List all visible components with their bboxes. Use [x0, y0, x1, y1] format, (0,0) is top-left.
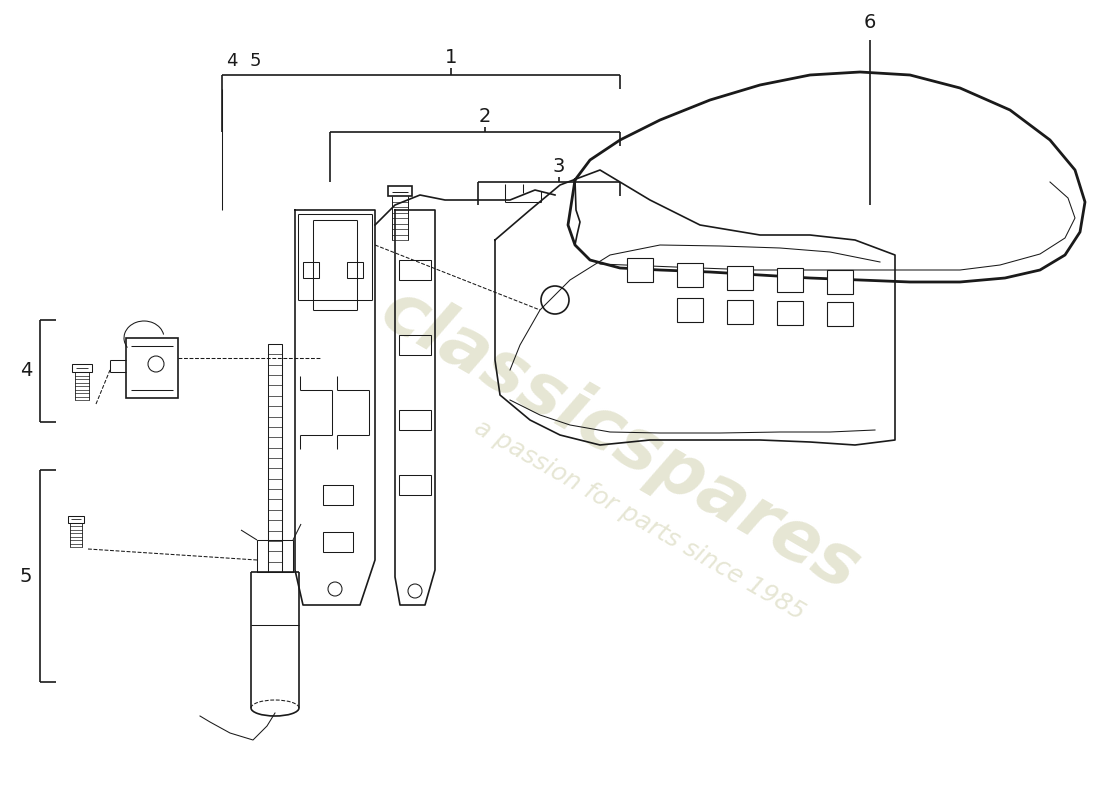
Text: classicspares: classicspares	[368, 275, 871, 605]
Text: 4: 4	[20, 362, 32, 381]
Bar	[399, 335, 431, 355]
Bar	[73, 363, 91, 372]
Bar	[388, 186, 412, 196]
Bar	[777, 301, 803, 325]
Bar	[827, 302, 853, 326]
Text: 3: 3	[553, 157, 565, 176]
Text: 6: 6	[864, 13, 877, 32]
Bar	[727, 266, 754, 290]
Bar	[827, 270, 853, 294]
Bar	[323, 485, 353, 505]
Bar	[257, 540, 293, 572]
Bar	[399, 410, 431, 430]
Text: a passion for parts since 1985: a passion for parts since 1985	[471, 415, 810, 625]
Text: 5: 5	[20, 566, 32, 586]
Bar	[126, 338, 178, 398]
Text: 2: 2	[478, 107, 492, 126]
Bar	[676, 298, 703, 322]
Bar	[302, 262, 319, 278]
Bar	[676, 263, 703, 287]
Bar	[346, 262, 363, 278]
Bar	[323, 532, 353, 552]
Bar	[399, 475, 431, 495]
Bar	[727, 300, 754, 324]
Bar	[67, 516, 85, 523]
Text: 4  5: 4 5	[227, 52, 262, 70]
Bar	[399, 260, 431, 280]
Bar	[777, 268, 803, 292]
Text: 1: 1	[444, 48, 458, 67]
Bar	[627, 258, 653, 282]
